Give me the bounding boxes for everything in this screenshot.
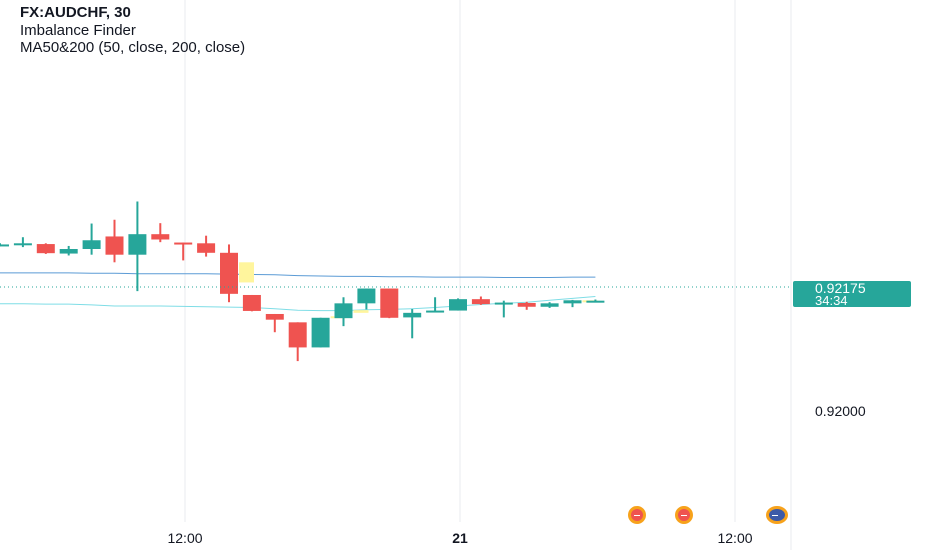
candle — [174, 242, 193, 261]
candle — [471, 296, 490, 305]
candle — [540, 302, 559, 308]
candle-body — [220, 252, 238, 294]
candle — [380, 288, 399, 319]
candle-body — [197, 243, 216, 253]
candle-body — [311, 317, 330, 348]
candle — [36, 243, 55, 254]
current-price-tag: 0.92175 34:34 — [793, 281, 911, 307]
candle-body — [265, 313, 284, 320]
candle-body — [357, 288, 376, 304]
x-tick-label: 21 — [452, 530, 468, 546]
chart-legend: FX:AUDCHF, 30 Imbalance Finder MA50&200 … — [20, 4, 245, 57]
candle-body — [151, 234, 170, 240]
candle-body — [334, 303, 353, 319]
candle-body — [105, 236, 124, 255]
candle — [449, 298, 467, 311]
candle — [563, 299, 582, 308]
candle-body — [0, 244, 9, 247]
candle — [265, 313, 284, 333]
symbol-title[interactable]: FX:AUDCHF, 30 — [20, 4, 131, 21]
y-tick-label: 0.92000 — [815, 403, 866, 419]
candle-body — [380, 288, 399, 318]
candle — [105, 219, 124, 263]
candle — [82, 223, 101, 255]
candle — [128, 201, 147, 292]
candle — [59, 245, 78, 256]
candle — [334, 297, 353, 327]
candle-body — [288, 322, 307, 348]
indicator-ma50-200[interactable]: MA50&200 (50, close, 200, close) — [20, 39, 246, 56]
candle-body — [242, 294, 261, 311]
current-price-label: 0.92175 — [815, 280, 866, 296]
imbalance-zone — [239, 262, 254, 283]
candle-body — [82, 240, 101, 249]
candle — [151, 223, 170, 243]
x-tick-label: 12:00 — [717, 530, 753, 546]
candle-body — [59, 249, 78, 254]
candle — [426, 297, 445, 313]
candle — [13, 237, 32, 248]
ma200-line — [0, 272, 596, 278]
candle — [494, 300, 513, 318]
indicator-imbalance-finder[interactable]: Imbalance Finder — [20, 21, 136, 39]
candle — [242, 294, 261, 312]
candles — [0, 201, 605, 362]
candle — [197, 235, 216, 257]
imbalance-zone — [353, 310, 369, 313]
bar-countdown: 34:34 — [815, 293, 848, 308]
candle-body — [36, 244, 55, 254]
moving-averages — [0, 272, 596, 312]
candle-body — [13, 243, 32, 246]
candle — [288, 322, 307, 362]
candle-body — [586, 300, 605, 303]
candle — [311, 317, 330, 348]
candle — [517, 301, 536, 310]
candle-body — [517, 302, 536, 307]
candle — [403, 309, 422, 339]
candle-body — [128, 234, 147, 255]
candle — [586, 299, 605, 303]
candle-body — [426, 310, 445, 313]
candle — [357, 288, 376, 310]
candle-body — [540, 303, 559, 307]
candle-body — [563, 300, 582, 304]
economic-event-icon[interactable] — [675, 506, 693, 524]
candle — [220, 244, 238, 303]
candle-body — [174, 242, 193, 245]
x-tick-label: 12:00 — [167, 530, 203, 546]
candle-body — [403, 312, 422, 318]
candle-body — [471, 299, 490, 305]
economic-event-icon[interactable] — [766, 506, 788, 524]
economic-event-icon[interactable] — [628, 506, 646, 524]
candle-body — [449, 299, 467, 311]
candle — [0, 243, 9, 247]
grid-lines — [184, 0, 736, 522]
candle-body — [494, 302, 513, 305]
